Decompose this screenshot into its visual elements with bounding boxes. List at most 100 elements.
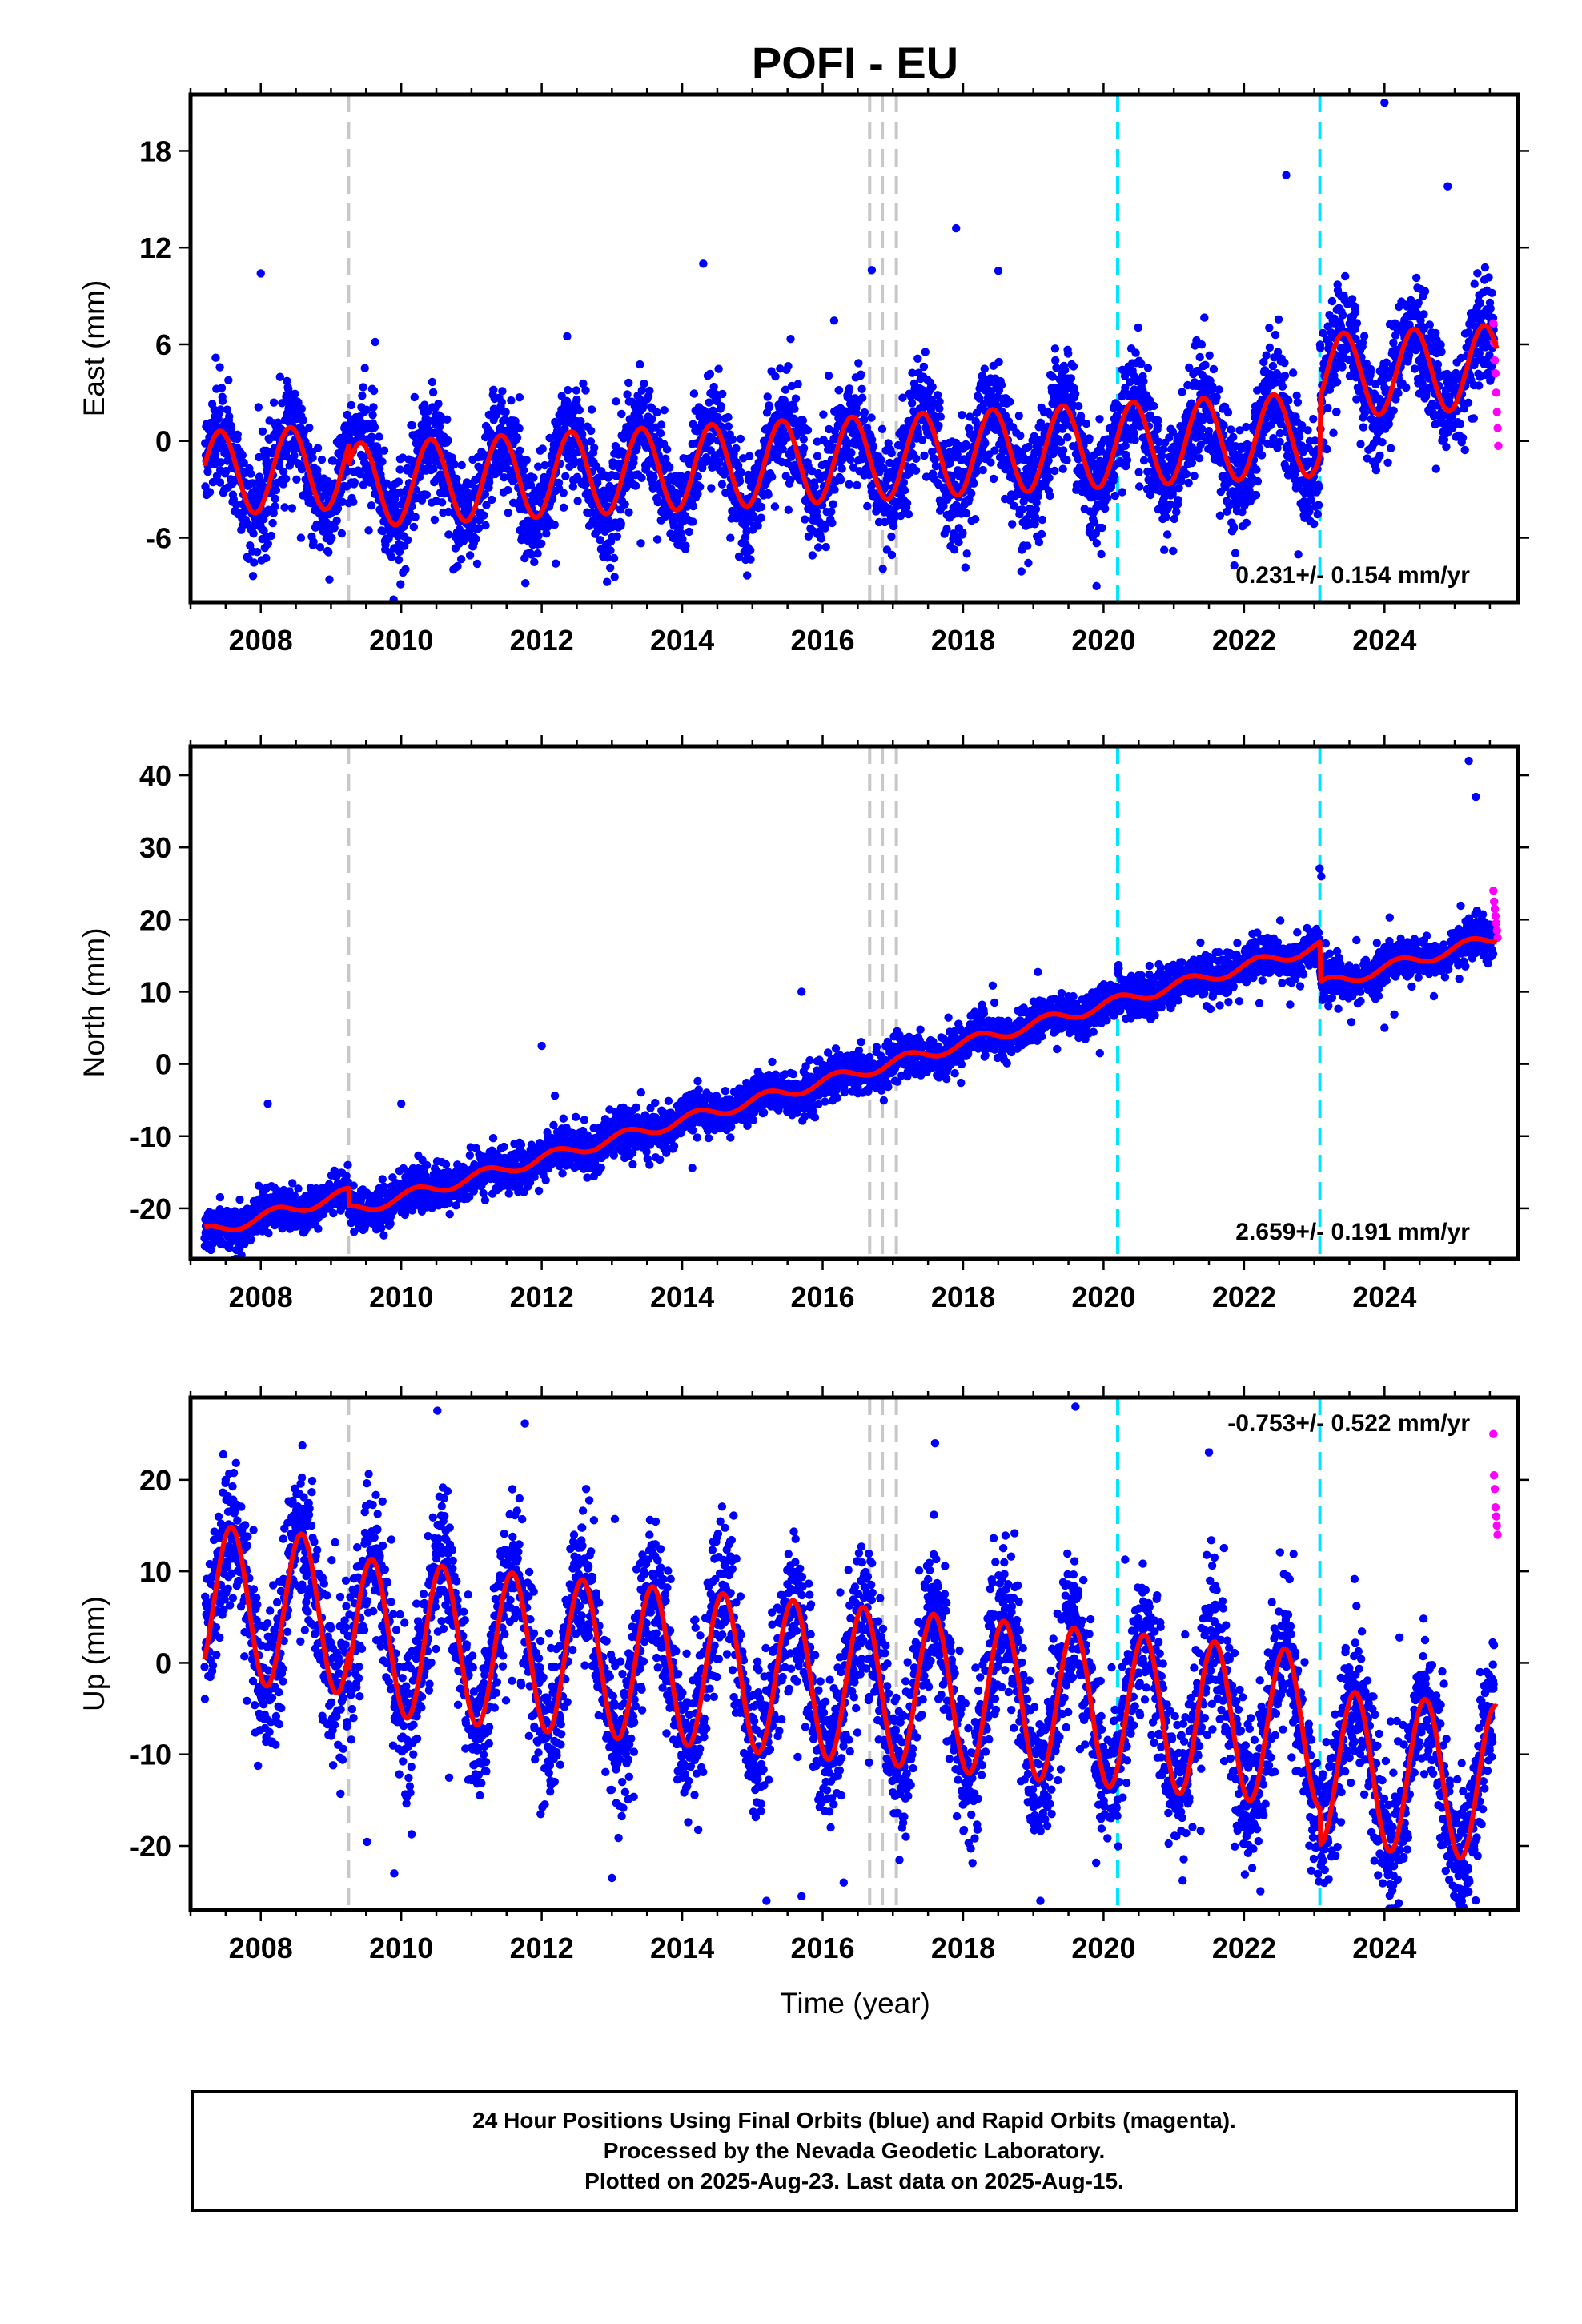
data-point — [986, 458, 995, 467]
data-point — [718, 389, 727, 399]
data-point — [612, 397, 620, 406]
data-point — [1006, 397, 1014, 406]
data-point — [857, 384, 866, 393]
data-point — [887, 550, 897, 560]
data-point — [1274, 315, 1283, 324]
data-point — [252, 488, 261, 497]
data-point — [325, 575, 334, 584]
data-point — [559, 503, 568, 512]
data-point — [765, 403, 774, 412]
data-point — [349, 497, 358, 506]
data-point — [847, 448, 856, 457]
data-point — [404, 536, 412, 545]
data-point — [1050, 466, 1059, 476]
data-point — [1062, 456, 1071, 464]
data-point — [1347, 295, 1357, 304]
data-point — [1139, 376, 1148, 386]
data-point — [867, 413, 876, 422]
data-point — [1378, 438, 1387, 447]
data-point — [1436, 340, 1445, 349]
data-point — [1101, 504, 1110, 513]
data-point — [324, 548, 333, 557]
data-point — [250, 558, 259, 567]
data-point — [1024, 558, 1033, 568]
data-point — [1257, 451, 1267, 460]
data-point — [282, 446, 291, 455]
data-point — [928, 382, 937, 392]
data-point — [1017, 567, 1026, 576]
data-point — [408, 421, 417, 430]
data-point — [223, 405, 231, 414]
data-point — [869, 442, 878, 451]
data-point — [359, 458, 369, 467]
data-point — [358, 392, 367, 400]
data-point — [537, 539, 546, 548]
data-point — [534, 462, 543, 471]
data-point — [1313, 509, 1323, 519]
data-point — [507, 396, 516, 405]
data-point — [1098, 523, 1106, 533]
data-point — [359, 383, 367, 392]
data-point — [394, 477, 403, 486]
data-point — [610, 573, 619, 581]
data-point — [624, 508, 633, 517]
data-point — [1351, 308, 1360, 316]
data-point — [429, 464, 438, 473]
data-point — [542, 529, 551, 538]
data-point — [410, 392, 419, 402]
data-point — [1082, 419, 1091, 428]
data-point — [1383, 458, 1392, 467]
data-point — [587, 426, 596, 436]
data-point — [623, 390, 632, 399]
data-point — [1182, 469, 1191, 479]
data-point — [1209, 364, 1219, 374]
data-point — [746, 555, 755, 564]
data-point — [586, 437, 596, 446]
data-point — [1227, 425, 1235, 434]
data-point — [559, 489, 568, 497]
data-point — [347, 400, 355, 410]
data-point — [1184, 478, 1193, 488]
data-point — [934, 421, 943, 430]
data-point — [501, 408, 510, 416]
data-point — [829, 316, 839, 325]
data-point — [1045, 473, 1054, 482]
data-point — [1130, 436, 1139, 444]
data-point — [789, 414, 798, 423]
data-point — [612, 532, 621, 541]
data-point — [764, 490, 773, 499]
data-point — [707, 484, 716, 493]
data-point — [522, 456, 531, 464]
data-point — [609, 553, 619, 563]
data-point — [456, 555, 466, 564]
data-point — [887, 532, 896, 541]
data-point — [878, 565, 887, 573]
data-point — [689, 517, 697, 526]
data-point — [1034, 537, 1044, 547]
data-point — [1431, 328, 1440, 338]
data-point — [253, 548, 262, 557]
data-point — [900, 486, 909, 495]
data-point — [1034, 492, 1042, 501]
data-point — [1323, 404, 1332, 412]
data-point — [970, 479, 978, 488]
data-point — [1201, 360, 1210, 369]
data-point — [481, 521, 490, 530]
data-point — [225, 412, 234, 421]
data-point — [1064, 349, 1073, 358]
data-point — [343, 467, 352, 476]
data-point — [1271, 330, 1280, 340]
data-point — [737, 468, 745, 477]
data-point — [920, 451, 929, 460]
data-point — [962, 509, 971, 518]
data-point — [1251, 490, 1261, 500]
data-point — [239, 458, 248, 468]
data-point — [793, 380, 802, 388]
data-point — [1252, 465, 1261, 474]
data-point — [652, 535, 662, 544]
data-point — [278, 399, 287, 408]
data-point — [572, 395, 581, 404]
data-point — [1197, 340, 1207, 349]
data-point — [631, 481, 640, 490]
data-point — [1275, 437, 1284, 446]
